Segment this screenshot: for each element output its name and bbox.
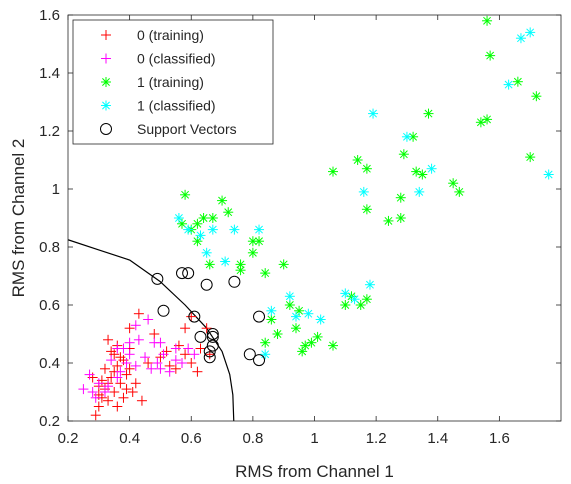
data-point: [427, 164, 437, 174]
data-point: [260, 268, 270, 278]
y-axis-label: RMS from Channel 2: [9, 139, 28, 298]
data-point: [516, 33, 526, 43]
data-point: [396, 213, 406, 223]
data-point: [482, 16, 492, 26]
x-tick-label: 0.8: [242, 430, 263, 447]
legend-label: 0 (classified): [137, 51, 216, 67]
legend-marker: [101, 77, 111, 87]
x-axis-label: RMS from Channel 1: [235, 462, 394, 481]
data-point: [248, 248, 258, 258]
data-point: [482, 114, 492, 124]
legend-label: 1 (classified): [137, 98, 216, 114]
data-point: [195, 230, 205, 240]
y-tick-label: 1: [52, 181, 60, 198]
data-point: [180, 190, 190, 200]
data-point: [402, 132, 412, 142]
data-point: [383, 216, 393, 226]
data-point: [424, 109, 434, 119]
data-point: [208, 225, 218, 235]
data-point: [313, 332, 323, 342]
data-point: [202, 248, 212, 258]
data-point: [205, 259, 215, 269]
data-point: [525, 27, 535, 37]
x-tick-label: 1.2: [366, 430, 387, 447]
data-point: [285, 300, 295, 310]
data-point: [236, 265, 246, 275]
data-point: [199, 213, 209, 223]
data-point: [266, 315, 276, 325]
y-tick-label: 1.2: [39, 123, 60, 140]
data-point: [365, 280, 375, 290]
data-point: [223, 207, 233, 217]
data-point: [217, 196, 227, 206]
data-point: [229, 225, 239, 235]
data-point: [504, 80, 514, 90]
legend-label: 1 (training): [137, 74, 204, 90]
y-tick-label: 0.6: [39, 297, 60, 314]
data-point: [208, 213, 218, 223]
data-point: [350, 294, 360, 304]
x-tick-label: 0.2: [58, 430, 79, 447]
data-point: [279, 259, 289, 269]
y-tick-label: 0.2: [39, 413, 60, 430]
data-point: [340, 300, 350, 310]
x-tick-label: 0.4: [119, 430, 140, 447]
data-point: [414, 187, 424, 197]
y-tick-label: 0.4: [39, 355, 60, 372]
legend: 0 (training) 0 (classified) 1 (training) 1 …: [73, 20, 273, 144]
x-tick-label: 1: [310, 430, 318, 447]
data-point: [266, 306, 276, 316]
data-point: [531, 91, 541, 101]
data-point: [174, 213, 184, 223]
data-point: [291, 312, 301, 322]
data-point: [291, 323, 301, 333]
data-point: [513, 77, 523, 87]
data-point: [485, 51, 495, 61]
data-point: [220, 257, 230, 267]
data-point: [454, 187, 464, 197]
data-point: [525, 152, 535, 162]
legend-label: 0 (training): [137, 27, 204, 43]
data-point: [362, 164, 372, 174]
data-point: [448, 178, 458, 188]
data-point: [260, 349, 270, 359]
data-point: [260, 338, 270, 348]
data-point: [396, 193, 406, 203]
data-point: [544, 170, 554, 180]
data-point: [303, 309, 313, 319]
y-tick-label: 0.8: [39, 239, 60, 256]
legend-marker: [101, 101, 111, 111]
x-tick-label: 1.6: [489, 430, 510, 447]
data-point: [353, 155, 363, 165]
data-point: [359, 187, 369, 197]
data-point: [399, 149, 409, 159]
data-point: [417, 170, 427, 180]
data-point: [273, 329, 283, 339]
data-point: [183, 225, 193, 235]
data-point: [362, 294, 372, 304]
y-tick-label: 1.4: [39, 65, 60, 82]
data-point: [285, 291, 295, 301]
x-tick-label: 0.6: [181, 430, 202, 447]
data-point: [316, 315, 326, 325]
data-point: [254, 225, 264, 235]
data-point: [362, 204, 372, 214]
data-point: [328, 341, 338, 351]
data-point: [328, 167, 338, 177]
legend-label: Support Vectors: [137, 121, 237, 137]
data-point: [248, 236, 258, 246]
x-tick-label: 1.4: [427, 430, 448, 447]
y-tick-label: 1.6: [39, 7, 60, 24]
data-point: [368, 109, 378, 119]
data-point: [340, 288, 350, 298]
